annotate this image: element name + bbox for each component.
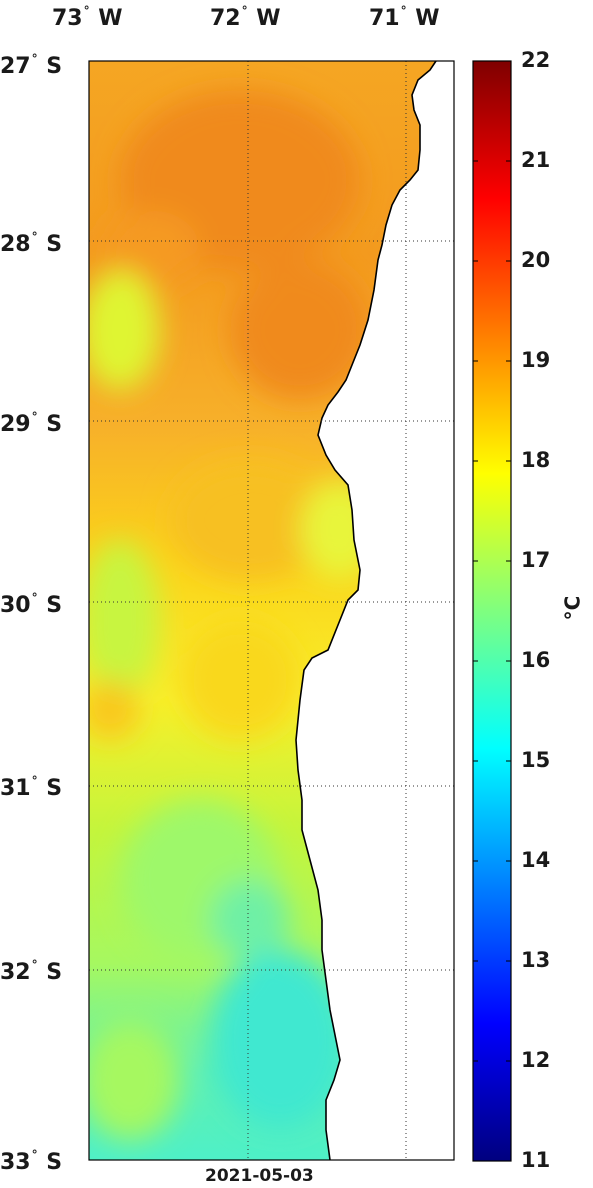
colorbar-tick-17: 17 bbox=[521, 548, 551, 572]
colorbar-unit-label: °C bbox=[560, 595, 585, 621]
colorbar bbox=[472, 60, 512, 1162]
colorbar-tick-15: 15 bbox=[521, 748, 551, 772]
colorbar-gradient bbox=[473, 61, 511, 1161]
lon-label-71w: 71° W bbox=[369, 4, 440, 31]
colorbar-tick-13: 13 bbox=[521, 948, 551, 972]
lat-label-27s: 27° S bbox=[0, 52, 63, 79]
colorbar-tick-11: 11 bbox=[521, 1148, 551, 1172]
lat-label-30s: 30° S bbox=[0, 591, 63, 618]
lat-label-28s: 28° S bbox=[0, 230, 63, 257]
colorbar-tick-12: 12 bbox=[521, 1048, 551, 1072]
colorbar-tick-19: 19 bbox=[521, 348, 551, 372]
lat-label-33s: 33° S bbox=[0, 1148, 63, 1175]
lat-label-31s: 31° S bbox=[0, 774, 63, 801]
lat-label-32s: 32° S bbox=[0, 958, 63, 985]
graticule bbox=[89, 61, 454, 1160]
map-frame bbox=[88, 60, 455, 1161]
lon-label-73w: 73° W bbox=[52, 4, 123, 31]
lon-label-72w: 72° W bbox=[210, 4, 281, 31]
colorbar-tick-22: 22 bbox=[521, 48, 551, 72]
colorbar-tick-14: 14 bbox=[521, 848, 551, 872]
sst-field bbox=[89, 61, 436, 1160]
colorbar-tick-20: 20 bbox=[521, 248, 551, 272]
colorbar-tick-21: 21 bbox=[521, 148, 551, 172]
colorbar-tick-18: 18 bbox=[521, 448, 551, 472]
lat-label-29s: 29° S bbox=[0, 410, 63, 437]
colorbar-tick-16: 16 bbox=[521, 648, 551, 672]
date-label: 2021-05-03 bbox=[205, 1166, 314, 1186]
coastline bbox=[295, 60, 437, 1161]
